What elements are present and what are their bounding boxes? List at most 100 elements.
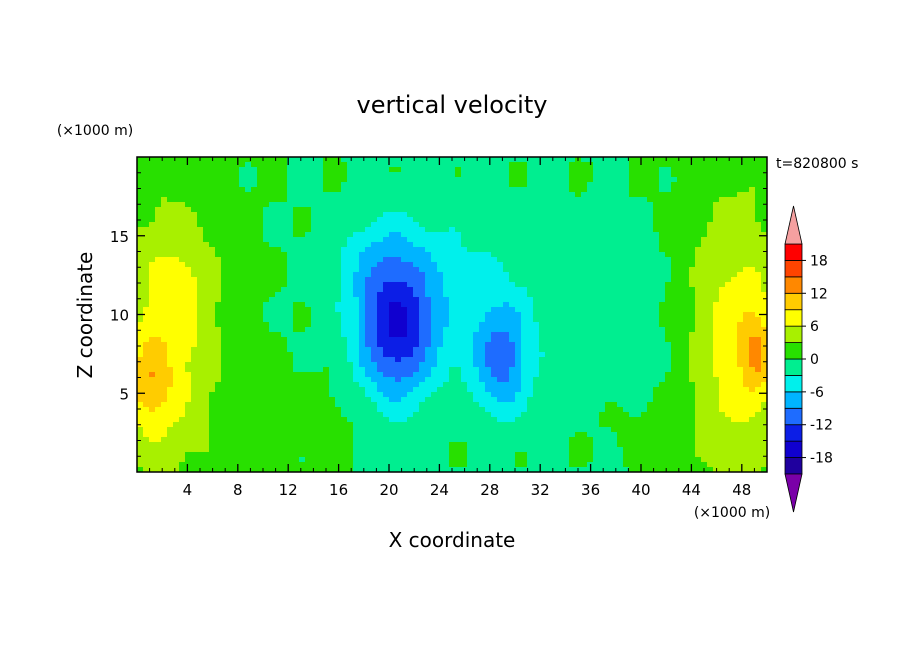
field-cell xyxy=(227,272,234,278)
field-cell xyxy=(593,197,600,203)
field-cell xyxy=(371,302,378,308)
field-cell xyxy=(185,282,192,288)
field-cell xyxy=(317,192,324,198)
field-cell xyxy=(503,312,510,318)
field-cell xyxy=(569,232,576,238)
field-cell xyxy=(449,357,456,363)
field-cell xyxy=(491,172,498,178)
field-cell xyxy=(377,307,384,313)
field-cell xyxy=(485,347,492,353)
field-cell xyxy=(269,227,276,233)
field-cell xyxy=(413,307,420,313)
field-cell xyxy=(689,252,696,258)
field-cell xyxy=(419,177,426,183)
field-cell xyxy=(227,372,234,378)
field-cell xyxy=(545,297,552,303)
field-cell xyxy=(659,277,666,283)
field-cell xyxy=(641,297,648,303)
field-cell xyxy=(629,362,636,368)
field-cell xyxy=(605,332,612,338)
field-cell xyxy=(557,322,564,328)
field-cell xyxy=(155,342,162,348)
field-cell xyxy=(533,252,540,258)
field-cell xyxy=(683,387,690,393)
field-cell xyxy=(431,352,438,358)
field-cell xyxy=(509,312,516,318)
field-cell xyxy=(269,332,276,338)
field-cell xyxy=(677,197,684,203)
field-cell xyxy=(155,182,162,188)
field-cell xyxy=(509,172,516,178)
field-cell xyxy=(413,272,420,278)
field-cell xyxy=(749,337,756,343)
field-cell xyxy=(629,177,636,183)
field-cell xyxy=(239,172,246,178)
field-cell xyxy=(203,292,210,298)
field-cell xyxy=(647,297,654,303)
field-cell xyxy=(581,317,588,323)
field-cell xyxy=(623,232,630,238)
field-cell xyxy=(185,352,192,358)
field-cell xyxy=(341,272,348,278)
field-cell xyxy=(581,282,588,288)
field-cell xyxy=(701,347,708,353)
field-cell xyxy=(719,157,726,163)
field-cell xyxy=(629,262,636,268)
field-cell xyxy=(533,227,540,233)
field-cell xyxy=(335,232,342,238)
field-cell xyxy=(239,312,246,318)
field-cell xyxy=(407,227,414,233)
field-cell xyxy=(311,232,318,238)
field-cell xyxy=(293,302,300,308)
field-cell xyxy=(215,327,222,333)
field-cell xyxy=(443,367,450,373)
field-cell xyxy=(575,167,582,173)
field-cell xyxy=(401,192,408,198)
field-cell xyxy=(605,177,612,183)
field-cell xyxy=(263,262,270,268)
field-cell xyxy=(437,197,444,203)
field-cell xyxy=(329,192,336,198)
field-cell xyxy=(677,332,684,338)
field-cell xyxy=(539,272,546,278)
field-cell xyxy=(635,167,642,173)
field-cell xyxy=(419,322,426,328)
field-cell xyxy=(287,167,294,173)
field-cell xyxy=(323,272,330,278)
field-cell xyxy=(449,312,456,318)
field-cell xyxy=(605,252,612,258)
field-cell xyxy=(137,267,144,273)
field-cell xyxy=(137,372,144,378)
field-cell xyxy=(593,282,600,288)
field-cell xyxy=(515,227,522,233)
field-cell xyxy=(749,312,756,318)
field-cell xyxy=(449,387,456,393)
field-cell xyxy=(551,242,558,248)
field-cell xyxy=(509,357,516,363)
field-cell xyxy=(539,167,546,173)
field-cell xyxy=(485,187,492,193)
field-cell xyxy=(287,187,294,193)
field-cell xyxy=(683,247,690,253)
field-cell xyxy=(173,367,180,373)
field-cell xyxy=(407,382,414,388)
field-cell xyxy=(725,302,732,308)
field-cell xyxy=(209,387,216,393)
field-cell xyxy=(491,382,498,388)
field-cell xyxy=(563,367,570,373)
field-cell xyxy=(209,227,216,233)
field-cell xyxy=(359,382,366,388)
field-cell xyxy=(167,212,174,218)
field-cell xyxy=(539,342,546,348)
field-cell xyxy=(149,217,156,223)
field-cell xyxy=(467,347,474,353)
field-cell xyxy=(659,322,666,328)
field-cell xyxy=(359,187,366,193)
field-cell xyxy=(143,272,150,278)
field-cell xyxy=(179,267,186,273)
field-cell xyxy=(587,262,594,268)
field-cell xyxy=(365,297,372,303)
field-cell xyxy=(377,192,384,198)
field-cell xyxy=(215,272,222,278)
field-cell xyxy=(515,387,522,393)
